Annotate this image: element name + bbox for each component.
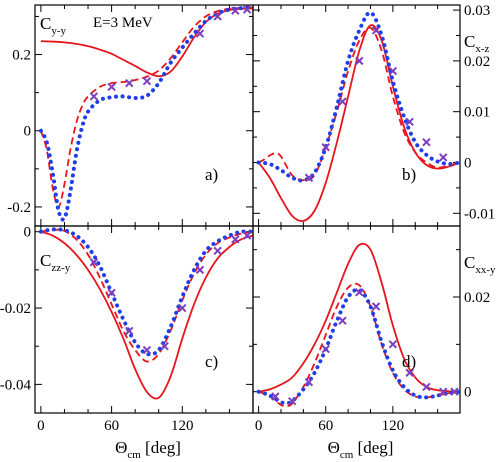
data-point-marker [422, 382, 431, 392]
data-point-marker [231, 6, 240, 15]
data-point-marker [89, 258, 99, 267]
data-point-marker [338, 316, 347, 325]
data-point-marker [213, 12, 222, 21]
panel-a: 0.2 0 -0.2 a) E=3 MeV Cy-y [7, 4, 254, 227]
series-line-dotted [38, 227, 253, 357]
y-tick-label: -0.02 [0, 301, 31, 317]
x-tick-label: 60 [318, 418, 333, 434]
data-point-marker [371, 26, 381, 35]
data-point-marker [355, 56, 364, 66]
data-point-marker [142, 76, 152, 86]
y-axis-title: Cxx-y [464, 253, 496, 276]
y-tick-label: -0.2 [7, 200, 31, 216]
panel-d: 0 60 120 0.02 0 d) Cxx-y Θcm [deg] [252, 225, 496, 461]
panel-label: a) [205, 165, 218, 184]
data-point-marker [195, 29, 205, 38]
data-point-marker [178, 303, 187, 313]
series-group [38, 227, 253, 400]
data-point-marker [287, 396, 297, 406]
y-tick-label: -0.01 [464, 206, 495, 222]
data-point-marker [231, 235, 240, 244]
series-line-solid [40, 7, 253, 78]
data-point-marker [213, 246, 222, 256]
x-tick-label: 0 [255, 418, 263, 434]
series-line-dotted [38, 5, 253, 222]
series-group [256, 242, 460, 408]
data-point-marker [321, 344, 330, 354]
energy-annotation: E=3 MeV [93, 15, 153, 31]
series-line-solid [40, 230, 253, 400]
y-tick-label: 0.02 [464, 54, 490, 70]
series-line-dotted [256, 287, 460, 406]
x-tick-label: 60 [104, 418, 119, 434]
series-line-dashed [258, 26, 460, 182]
y-tick-label: 0 [24, 225, 32, 241]
data-point-marker [439, 387, 448, 396]
data-point-marker [271, 392, 280, 401]
data-point-marker [405, 368, 414, 377]
data-point-marker [405, 117, 414, 127]
data-point-marker [355, 288, 364, 297]
y-tick-label: 0.02 [464, 290, 490, 306]
panel-b: 0.03 0.02 0.01 0 -0.01 b) Cx-z [252, 3, 495, 227]
data-point-marker [321, 143, 330, 152]
data-point-marker [371, 302, 381, 311]
y-tick-label: 0 [464, 385, 472, 401]
y-tick-label: 0 [24, 124, 32, 140]
data-point-marker [242, 5, 252, 14]
series-group [256, 10, 460, 223]
x-tick-label: 0 [37, 418, 45, 434]
data-point-marker [195, 265, 205, 275]
data-point-marker [125, 326, 134, 336]
y-axis-title: Cy-y [40, 14, 67, 37]
panel-frame [252, 225, 461, 414]
data-point-marker [160, 342, 169, 351]
data-point-marker [242, 231, 252, 240]
series-group [38, 5, 253, 222]
y-tick-label: 0.2 [12, 48, 31, 64]
y-tick-label: 0 [464, 155, 472, 171]
series-line-dotted [256, 10, 460, 183]
x-tick-label: 120 [382, 418, 405, 434]
panel-label: c) [205, 352, 218, 371]
data-point-marker [142, 345, 152, 355]
y-tick-label: 0.01 [464, 105, 490, 121]
x-tick-label: 120 [171, 418, 194, 434]
data-point-marker [388, 340, 398, 349]
series-line-solid [258, 242, 460, 393]
data-point-marker [107, 82, 116, 92]
data-point-marker [125, 78, 134, 88]
series-line-dashed [40, 6, 253, 208]
panel-label: d) [402, 352, 416, 371]
data-point-marker [422, 137, 431, 147]
y-tick-label: -0.04 [0, 377, 31, 393]
y-axis-title: Czz-y [40, 251, 71, 274]
data-point-marker [107, 288, 116, 297]
data-point-marker [304, 173, 314, 182]
data-point-marker [338, 97, 347, 106]
series-line-solid [257, 24, 460, 223]
series-line-dashed [40, 228, 253, 363]
data-point-marker [439, 153, 448, 162]
y-axis-title: Cx-z [464, 32, 490, 55]
x-axis-title: Θcm [deg] [328, 438, 394, 461]
data-point-marker [450, 387, 459, 396]
data-point-marker [388, 66, 398, 76]
panel-frame [34, 4, 254, 227]
data-point-marker [304, 378, 314, 387]
x-axis-title: Θcm [deg] [115, 438, 181, 461]
data-point-marker [89, 92, 99, 101]
panel-c: 0 60 120 0 -0.02 -0.04 c) Czz-y Θcm [deg] [0, 225, 254, 461]
y-tick-label: 0.03 [464, 3, 490, 19]
panel-label: b) [402, 165, 416, 184]
